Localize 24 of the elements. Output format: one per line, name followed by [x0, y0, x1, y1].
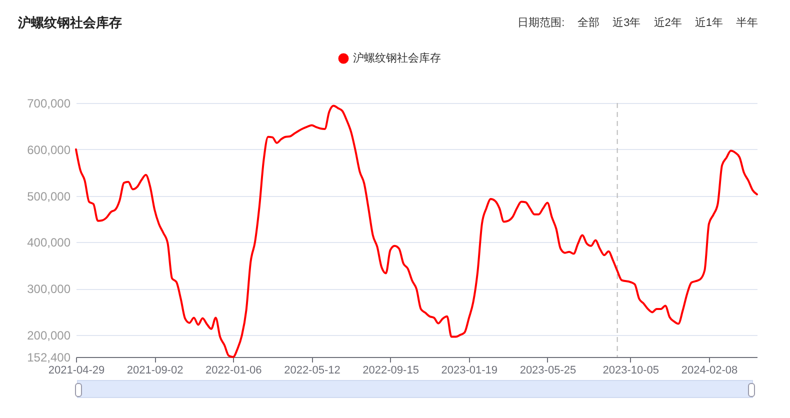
y-tick-label: 300,000: [27, 282, 71, 296]
text: 近2年: [654, 16, 682, 30]
text: 近3年: [612, 16, 641, 30]
x-tick-label: 2021-09-02: [126, 364, 184, 376]
y-tick-label: 200,000: [27, 328, 71, 342]
y-tick-label: 600,000: [27, 142, 71, 157]
text: 近1年: [694, 16, 723, 30]
x-tick-label: 2023-01-19: [441, 364, 498, 376]
y-tick-label: 152,400: [27, 350, 71, 364]
x-tick-label: 2021-04-29: [48, 364, 105, 376]
x-tick-label: 2024-02-08: [681, 364, 738, 376]
chart-title: 沪螺纹钢社会库存: [18, 14, 122, 32]
y-tick-label: 700,000: [27, 96, 71, 110]
text: 半年: [736, 16, 758, 30]
y-tick-label: 400,000: [27, 236, 71, 250]
text: 全部: [578, 16, 600, 30]
legend-label: 沪螺纹钢社会库存: [353, 52, 441, 64]
x-tick-label: 2022-09-15: [362, 364, 419, 376]
x-tick-label: 2023-10-05: [602, 364, 660, 376]
text: 日期范围:: [518, 16, 565, 30]
x-tick-label: 2022-05-12: [284, 364, 340, 376]
x-tick-label: 2022-01-06: [206, 364, 262, 376]
y-tick-label: 500,000: [27, 189, 71, 204]
x-tick-label: 2023-05-25: [520, 364, 576, 376]
